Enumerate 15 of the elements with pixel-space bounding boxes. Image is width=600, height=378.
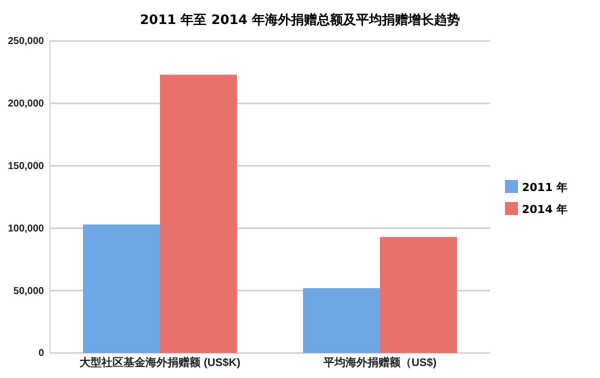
y-tick-label: 100,000 (8, 223, 44, 234)
bar (160, 74, 237, 353)
y-tick-label: 0 (38, 348, 44, 360)
x-tick-label: 大型社区基金海外捐赠额 (US$K) (80, 356, 241, 369)
bar (83, 224, 160, 353)
legend-label: 2014 年 (522, 203, 568, 216)
legend-label: 2011 年 (522, 181, 568, 194)
y-tick-label: 200,000 (8, 98, 44, 110)
x-tick-label: 平均海外捐赠额（US$) (322, 356, 437, 369)
chart-title: 2011 年至 2014 年海外捐赠总额及平均捐赠增长趋势 (140, 12, 460, 28)
y-tick-label: 50,000 (13, 286, 44, 297)
y-tick-label: 150,000 (8, 161, 44, 172)
y-tick-label: 250,000 (8, 36, 44, 48)
bar (303, 288, 380, 353)
bar (380, 236, 457, 353)
